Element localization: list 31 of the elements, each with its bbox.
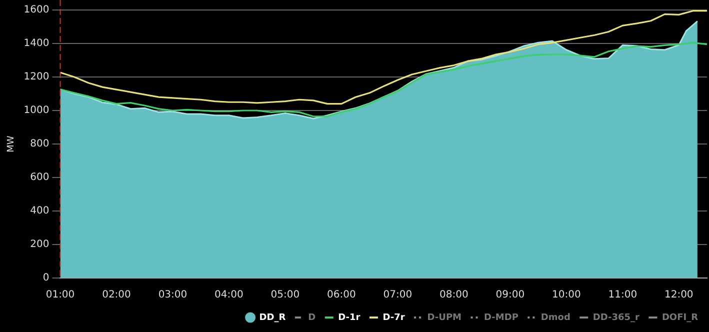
x-tick-label: 01:00 — [46, 290, 75, 301]
x-tick-label: 02:00 — [102, 290, 131, 301]
x-tick-label: 10:00 — [552, 290, 581, 301]
y-tick-label: 400 — [30, 206, 50, 217]
legend-label: D-1r — [338, 312, 361, 323]
y-tick-label: 1600 — [24, 4, 50, 16]
x-tick-label: 07:00 — [383, 290, 412, 301]
x-tick-label: 04:00 — [214, 290, 244, 301]
y-tick-label: 0 — [42, 272, 50, 284]
y-tick-label: 600 — [30, 172, 50, 184]
legend-label: DD_R — [259, 312, 286, 323]
x-tick-label: 12:00 — [664, 290, 694, 301]
x-tick-label: 08:00 — [440, 290, 468, 301]
legend-label: Dmod — [540, 312, 570, 323]
x-tick-label: 06:00 — [327, 290, 356, 301]
legend-label: D-MDP — [484, 312, 519, 323]
y-tick-label: 1000 — [24, 105, 50, 116]
y-tick-label: 800 — [30, 138, 50, 150]
legend-label: DD-365_r — [592, 312, 640, 323]
x-tick-label: 05:00 — [270, 290, 300, 301]
legend-label: D — [308, 312, 316, 323]
x-tick-label: 09:00 — [496, 290, 525, 301]
y-tick-label: 200 — [30, 239, 50, 250]
y-tick-label: 1200 — [24, 72, 50, 83]
legend-label: DOFI_R — [662, 312, 698, 323]
y-axis-title: MW — [6, 136, 17, 152]
x-tick-label: 11:00 — [608, 290, 638, 301]
legend-label: D-7r — [382, 312, 406, 323]
y-tick-label: 1400 — [24, 38, 50, 50]
legend-label: D-UPM — [427, 312, 462, 323]
x-tick-label: 03:00 — [158, 290, 188, 301]
